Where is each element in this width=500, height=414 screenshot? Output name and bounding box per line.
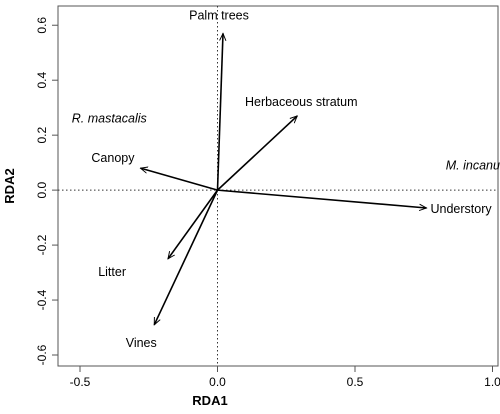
arrow-group: Palm trees Herbaceous stratum Canopy Unders…: [91, 8, 492, 349]
reference-lines: [58, 6, 498, 366]
arrow-palm-trees: [216, 33, 224, 191]
x-tick-label: 1.0: [484, 375, 500, 389]
arrow-label: Palm trees: [189, 8, 249, 22]
x-tick-label: 0.0: [209, 375, 226, 389]
species-label: M. incanus: [446, 158, 500, 172]
arrow-understory: [217, 189, 427, 208]
arrow-canopy: [141, 168, 218, 191]
x-tick-label: -0.5: [70, 375, 91, 389]
arrow-vines: [153, 189, 219, 325]
arrow-herbaceous-stratum: [216, 116, 298, 191]
y-axis-title: RDA2: [2, 168, 17, 203]
y-tick-label: 0.0: [35, 181, 49, 198]
x-axis: -0.5 0.0 0.5 1.0: [70, 366, 500, 389]
y-tick-label: 0.6: [35, 17, 49, 34]
arrow-label: Vines: [126, 336, 157, 350]
plot-frame: [57, 5, 499, 367]
y-axis: -0.6 -0.4 -0.2 0.0 0.2 0.4 0.6: [35, 17, 58, 365]
arrow-label: Litter: [98, 265, 126, 279]
y-tick-label: 0.4: [35, 72, 49, 89]
arrow-label: Understory: [431, 202, 493, 216]
x-tick-label: 0.5: [347, 375, 364, 389]
x-axis-title: RDA1: [192, 393, 227, 408]
species-label: R. mastacalis: [72, 112, 147, 126]
y-tick-label: 0.2: [35, 126, 49, 143]
y-tick-label: -0.6: [35, 344, 49, 365]
y-tick-label: -0.2: [35, 234, 49, 255]
y-tick-label: -0.4: [35, 289, 49, 310]
arrow-label: Canopy: [91, 151, 135, 165]
arrow-litter: [168, 189, 219, 259]
species-labels: R. mastacalis M. incanus: [72, 112, 500, 173]
arrow-label: Herbaceous stratum: [245, 95, 358, 109]
